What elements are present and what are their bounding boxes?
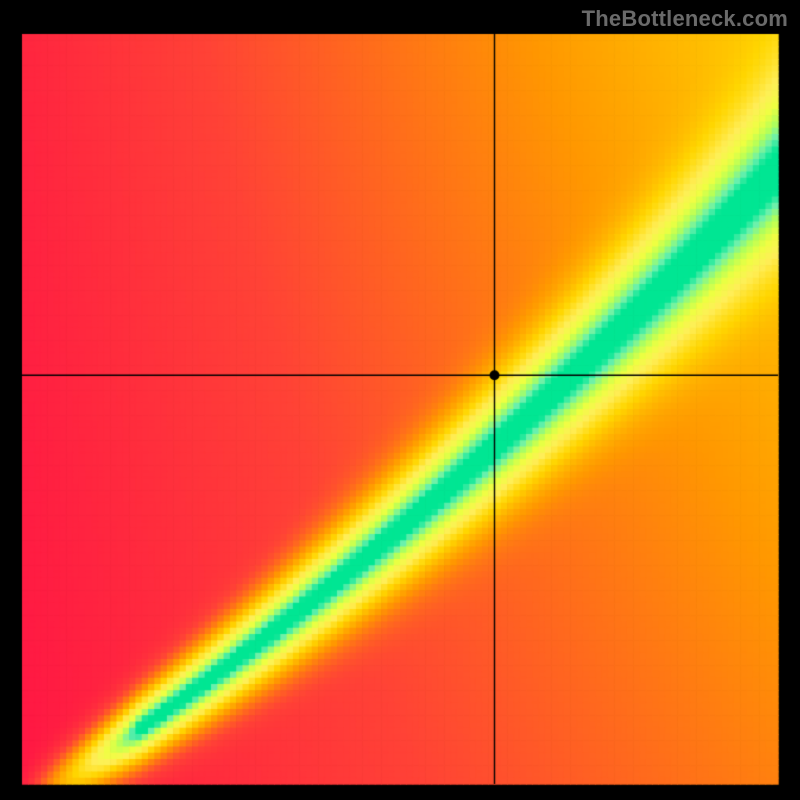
bottleneck-heatmap: [0, 0, 800, 800]
watermark-text: TheBottleneck.com: [582, 6, 788, 32]
